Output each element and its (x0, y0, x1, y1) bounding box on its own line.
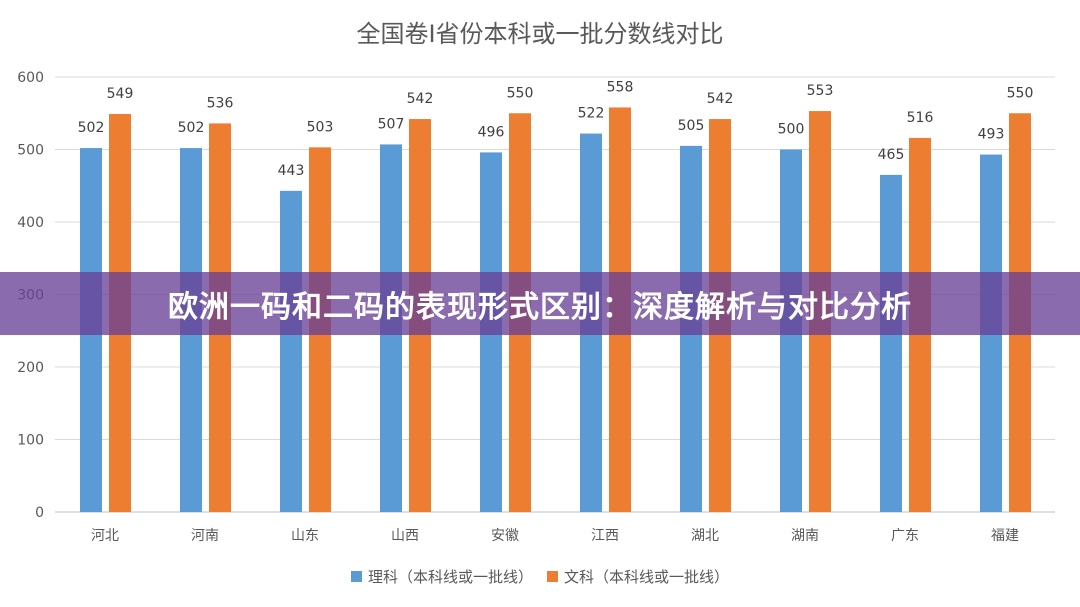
x-tick-label: 安徽 (491, 528, 519, 544)
data-label: 496 (478, 124, 505, 140)
data-label: 550 (507, 85, 534, 101)
data-label: 542 (407, 91, 434, 107)
data-label: 443 (278, 163, 305, 179)
legend-item-science: 理科（本科线或一批线） (350, 566, 533, 587)
legend: 理科（本科线或一批线） 文科（本科线或一批线） (0, 566, 1080, 587)
data-label: 493 (978, 127, 1005, 143)
data-label: 536 (207, 95, 234, 111)
data-label: 503 (307, 119, 334, 135)
data-label: 505 (678, 118, 705, 134)
legend-label: 理科（本科线或一批线） (367, 568, 533, 586)
legend-swatch-blue (350, 571, 362, 582)
x-tick-label: 广东 (891, 528, 919, 544)
data-label: 502 (178, 120, 205, 136)
legend-item-arts: 文科（本科线或一批线） (547, 566, 729, 587)
y-tick-label: 100 (17, 433, 44, 449)
legend-label: 文科（本科线或一批线） (564, 568, 730, 586)
bar (280, 190, 302, 512)
x-tick-label: 山东 (291, 528, 319, 544)
data-label: 553 (807, 83, 834, 99)
data-label: 500 (778, 122, 805, 138)
x-tick-label: 江西 (591, 528, 619, 544)
y-tick-label: 500 (17, 143, 44, 159)
chart-title: 全国卷Ⅰ省份本科或一批分数线对比 (356, 20, 724, 48)
x-tick-label: 湖北 (691, 528, 719, 544)
y-tick-label: 600 (17, 70, 44, 86)
data-label: 550 (1007, 85, 1034, 101)
legend-swatch-orange (547, 571, 558, 582)
data-label: 522 (578, 106, 605, 122)
overlay-banner: 欧洲一码和二码的表现形式区别：深度解析与对比分析 (0, 272, 1080, 335)
x-tick-label: 湖南 (791, 528, 819, 544)
data-label: 502 (78, 120, 105, 136)
x-tick-label: 福建 (991, 528, 1019, 544)
x-tick-label: 山西 (391, 528, 419, 544)
banner-text: 欧洲一码和二码的表现形式区别：深度解析与对比分析 (168, 289, 912, 325)
y-tick-label: 400 (17, 215, 44, 231)
bar (880, 174, 902, 512)
data-label: 558 (607, 79, 634, 95)
data-label: 465 (878, 147, 905, 163)
x-tick-label: 河北 (91, 528, 119, 544)
data-label: 516 (907, 110, 934, 126)
data-label: 542 (707, 91, 734, 107)
data-label: 507 (378, 116, 405, 132)
x-tick-label: 河南 (191, 528, 219, 544)
y-tick-label: 200 (17, 360, 44, 376)
data-label: 549 (107, 86, 134, 102)
y-tick-label: 0 (35, 505, 44, 521)
